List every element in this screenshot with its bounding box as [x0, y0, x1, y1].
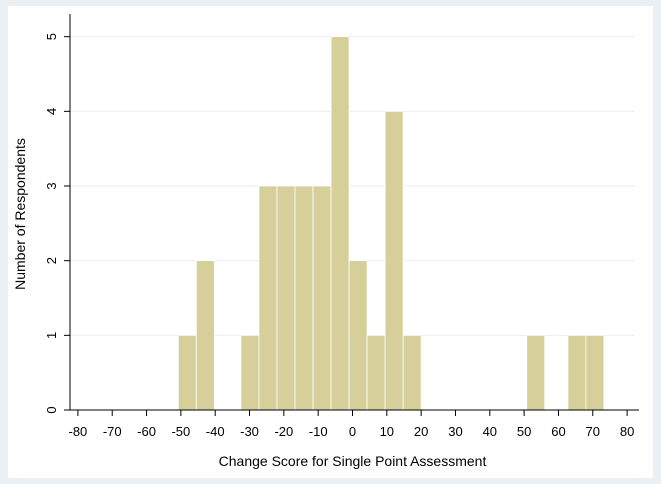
histogram-bar: [195, 260, 215, 411]
x-tick-label: -50: [171, 424, 190, 439]
histogram-bar: [402, 334, 422, 411]
x-tick-label: 60: [551, 424, 565, 439]
histogram-bar: [276, 185, 296, 411]
x-tick-label: -60: [137, 424, 156, 439]
y-tick-label: 3: [44, 182, 59, 189]
x-ticks: -80 -70 -60 -50 -40 -30 -20 -10 0 10 20 30 40 50 60 70 8…: [68, 410, 634, 439]
x-tick-label: 50: [517, 424, 531, 439]
x-tick-label: 20: [414, 424, 428, 439]
histogram-bar: [294, 185, 314, 411]
histogram-bar: [312, 185, 332, 411]
x-axis-title: Change Score for Single Point Assessment: [219, 453, 487, 469]
x-tick-label: -10: [309, 424, 328, 439]
x-tick-label: -20: [274, 424, 293, 439]
y-tick-label: 2: [44, 257, 59, 264]
histogram-bar: [330, 36, 350, 411]
bars: [177, 36, 605, 411]
histogram-bar: [240, 334, 260, 411]
histogram-bar: [585, 334, 605, 411]
chart-frame: -80 -70 -60 -50 -40 -30 -20 -10 0 10 20 30 40 50 60 70 8…: [8, 6, 653, 478]
axes: [69, 14, 639, 411]
histogram-bar: [348, 260, 368, 411]
histogram-bar: [177, 334, 197, 411]
y-tick-label: 0: [44, 406, 59, 413]
histogram-bar: [258, 185, 278, 411]
x-tick-label: 40: [483, 424, 497, 439]
x-tick-label: 80: [620, 424, 634, 439]
x-tick-label: -80: [68, 424, 87, 439]
histogram-bar: [366, 334, 386, 411]
histogram-chart: -80 -70 -60 -50 -40 -30 -20 -10 0 10 20 30 40 50 60 70 8…: [12, 14, 639, 469]
y-tick-label: 1: [44, 332, 59, 339]
x-tick-label: 10: [380, 424, 394, 439]
x-tick-label: -70: [103, 424, 122, 439]
x-tick-label: 0: [349, 424, 356, 439]
histogram-bar: [526, 334, 546, 411]
y-tick-label: 4: [44, 108, 59, 115]
y-tick-label: 5: [44, 33, 59, 40]
x-tick-label: -40: [206, 424, 225, 439]
histogram-bar: [567, 334, 587, 411]
x-tick-label: 70: [586, 424, 600, 439]
histogram-bar: [384, 110, 404, 411]
x-tick-label: -30: [240, 424, 259, 439]
y-axis-title: Number of Respondents: [12, 138, 28, 290]
x-tick-label: 30: [448, 424, 462, 439]
y-ticks: 0 1 2 3 4 5: [44, 33, 70, 414]
